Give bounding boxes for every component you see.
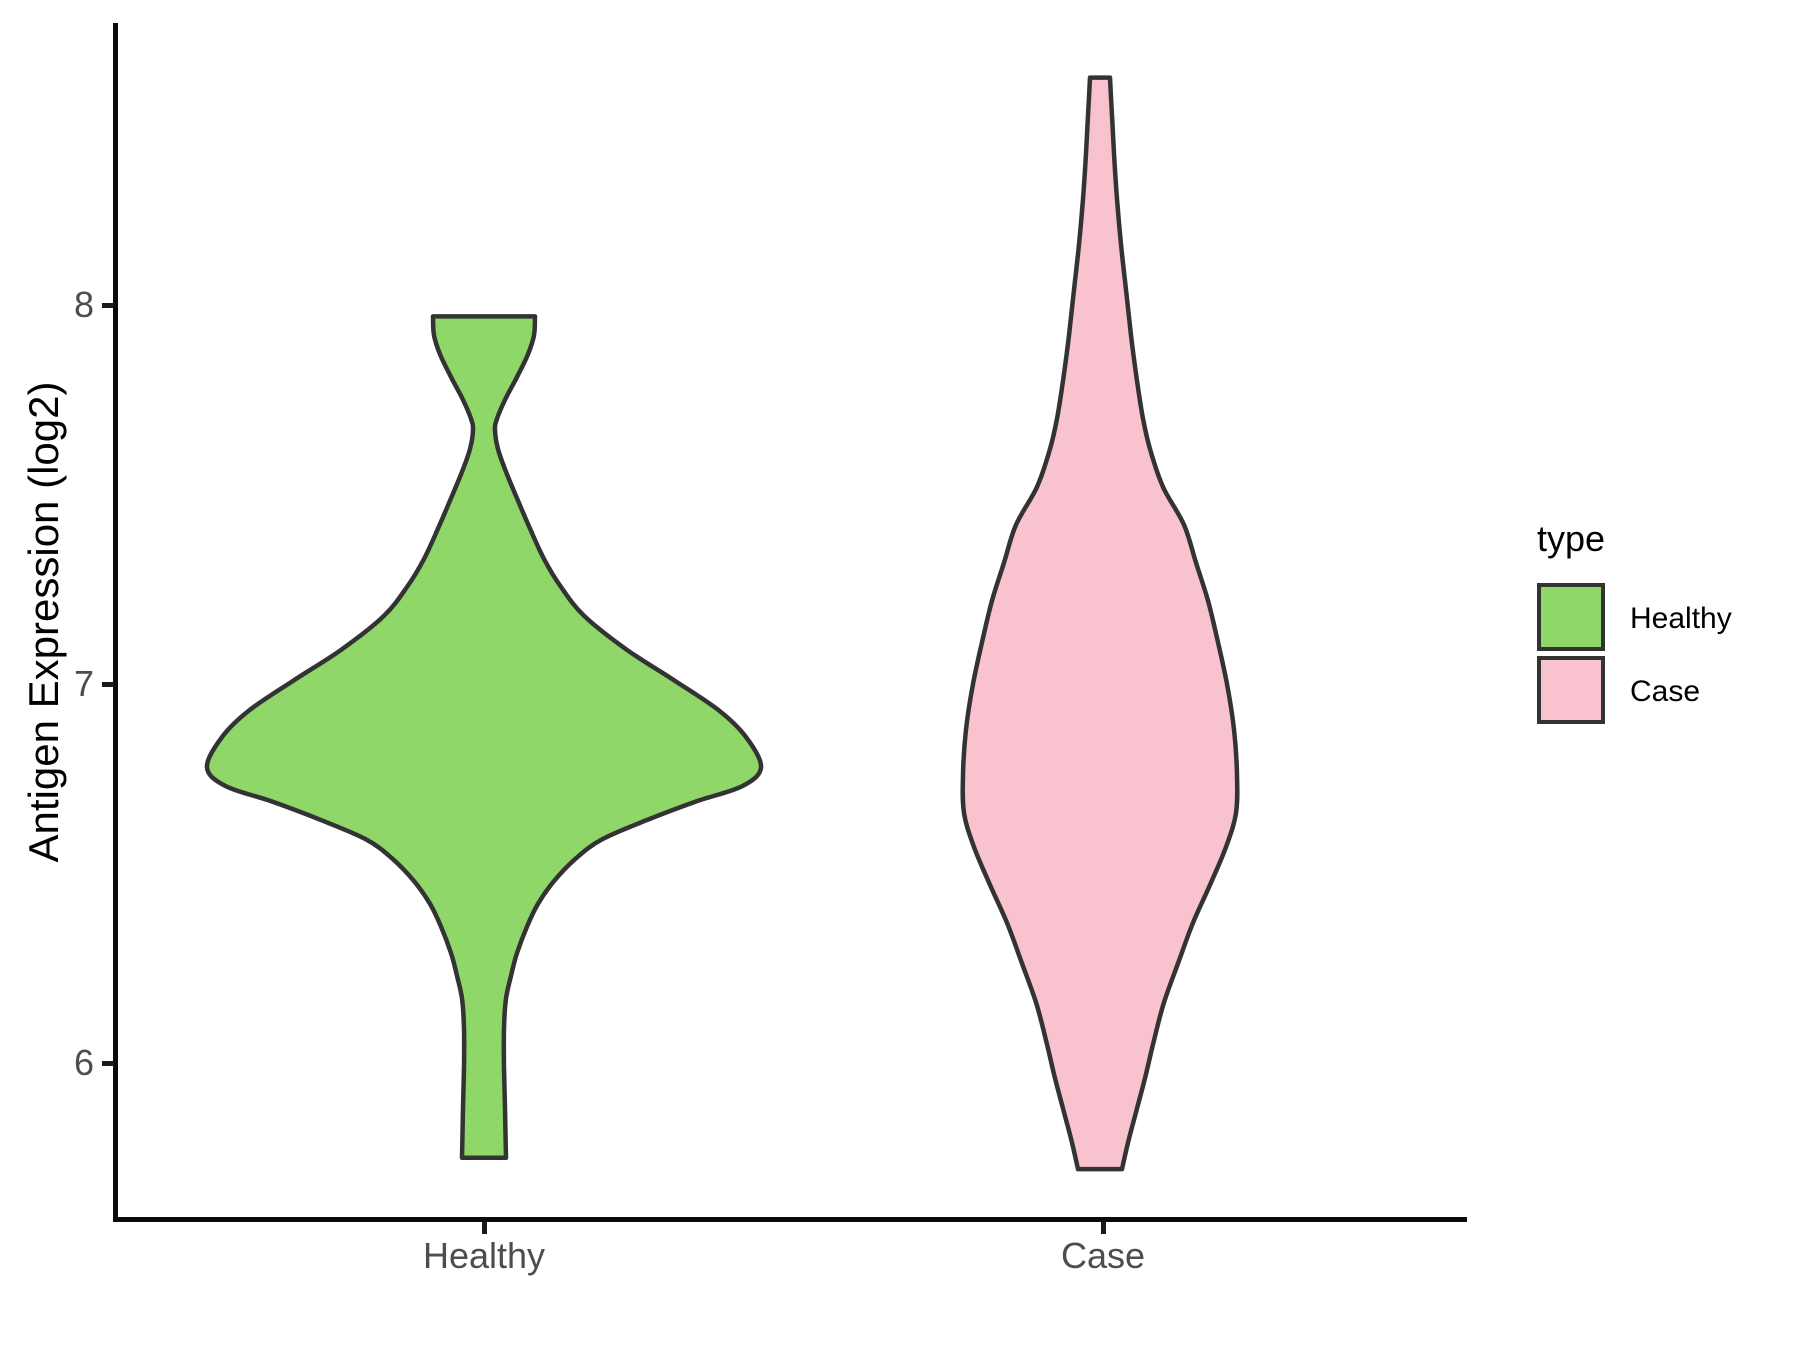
y-axis-title: Antigen Expression (log2) <box>20 381 67 863</box>
legend-label-case: Case <box>1630 675 1701 708</box>
legend-key-case <box>1537 656 1605 724</box>
x-category-label: Healthy <box>422 1235 546 1276</box>
y-tick-label: 6 <box>73 1042 94 1083</box>
violin-case <box>960 75 1240 1172</box>
x-tick-mark <box>1100 1222 1106 1234</box>
y-tick-label: 8 <box>73 284 94 325</box>
legend-key-healthy <box>1537 583 1605 651</box>
legend-label-healthy: Healthy <box>1630 602 1732 635</box>
violin-healthy <box>204 314 764 1161</box>
y-tick-mark <box>102 1060 114 1066</box>
y-tick-mark <box>102 302 114 308</box>
x-axis-line <box>113 1217 1467 1222</box>
y-tick-mark <box>102 681 114 687</box>
y-tick-label: 7 <box>73 663 94 704</box>
legend-title: type <box>1537 518 1606 559</box>
x-tick-mark <box>481 1222 487 1234</box>
x-category-label: Case <box>1060 1235 1146 1276</box>
y-axis-line <box>113 23 118 1222</box>
